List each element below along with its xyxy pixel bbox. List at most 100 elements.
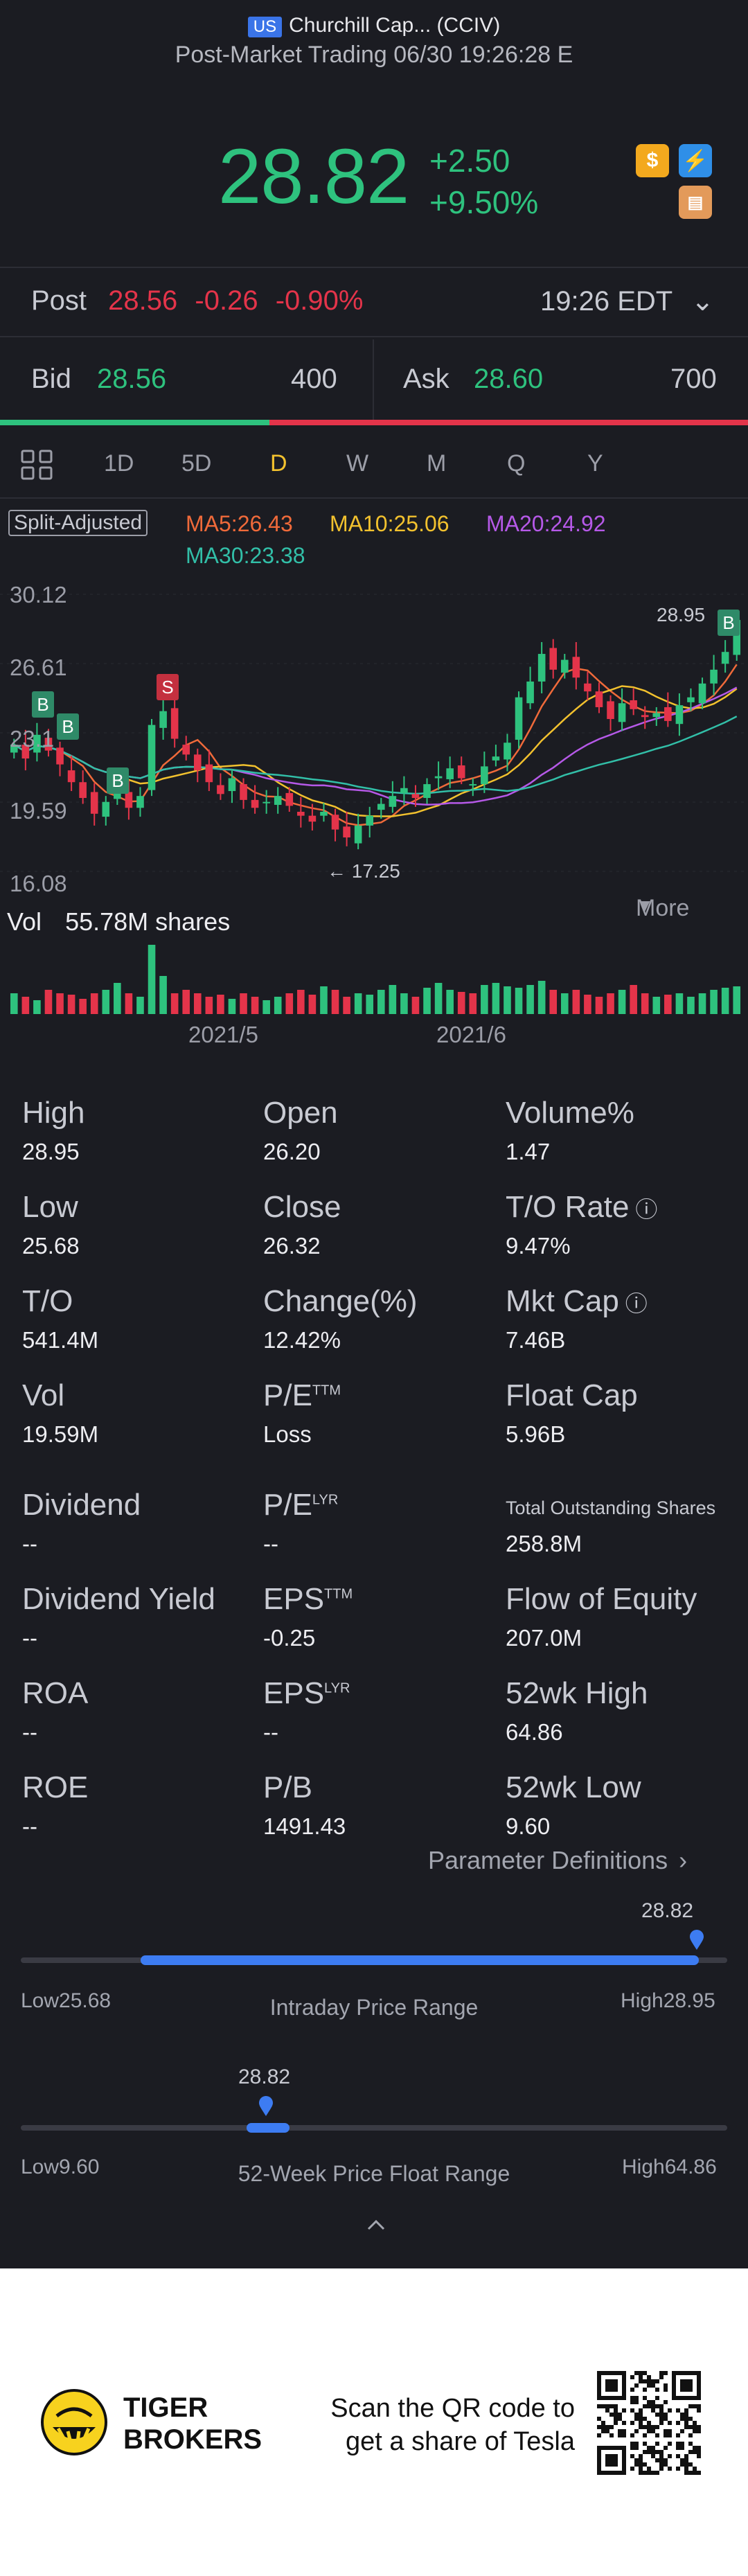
layout-grid-icon[interactable] <box>19 447 55 483</box>
sell-signal-badge[interactable]: S <box>157 674 179 700</box>
qr-module <box>655 2413 659 2417</box>
split-adjusted-toggle[interactable]: Split-Adjusted <box>8 510 148 536</box>
qr-module <box>614 2417 618 2421</box>
dollar-icon[interactable]: $ <box>636 144 669 177</box>
volume-bar <box>618 990 626 1014</box>
post-time-selector[interactable]: 19:26 EDT ⌄ <box>540 285 714 317</box>
qr-module <box>688 2404 693 2408</box>
qr-module <box>647 2467 651 2471</box>
tab-quarterly[interactable]: Q <box>507 450 526 477</box>
volume-bar <box>21 997 30 1014</box>
qr-module <box>688 2425 693 2429</box>
qr-finder-module <box>605 2379 618 2392</box>
lightning-icon[interactable]: ⚡ <box>679 144 712 177</box>
volume-bar <box>584 995 591 1014</box>
qr-module <box>693 2404 697 2408</box>
stat-value: 9.47% <box>506 1233 571 1259</box>
tab-yearly[interactable]: Y <box>587 450 603 477</box>
ma30-line <box>13 716 738 795</box>
buy-signal-badge[interactable]: B <box>32 691 54 718</box>
stat-label: Close <box>263 1190 341 1225</box>
candle-body <box>389 796 397 807</box>
qr-module <box>605 2429 609 2433</box>
qr-module <box>618 2417 622 2421</box>
candlestick-chart[interactable] <box>0 575 748 907</box>
qr-module <box>630 2421 634 2425</box>
stat-label-text: Mkt Cap <box>506 1284 619 1318</box>
qr-module <box>655 2379 659 2383</box>
buy-signal-badge[interactable]: B <box>57 713 79 740</box>
candle-body <box>354 825 362 844</box>
qr-module <box>643 2433 647 2437</box>
stat-label: T/O Rate ⓘ <box>506 1190 657 1225</box>
tab-5d[interactable]: 5D <box>181 450 212 477</box>
qr-module <box>643 2462 647 2467</box>
qr-module <box>697 2454 701 2458</box>
tab-monthly[interactable]: M <box>427 450 447 477</box>
candle-body <box>44 738 53 751</box>
stat-label-text: Low <box>22 1190 78 1224</box>
qr-module <box>668 2467 672 2471</box>
info-icon[interactable]: ⓘ <box>618 1291 648 1316</box>
qr-module <box>655 2433 659 2437</box>
candle-body <box>652 713 661 718</box>
volume-chart[interactable] <box>0 942 748 1015</box>
tab-daily[interactable]: D <box>270 450 287 477</box>
intraday-range-fill <box>141 1955 700 1965</box>
qr-module <box>697 2404 701 2408</box>
qr-module <box>643 2396 647 2400</box>
qr-module <box>676 2467 680 2471</box>
volume-bar <box>228 999 236 1014</box>
volume-bar <box>400 993 408 1014</box>
qr-code[interactable] <box>597 2371 701 2475</box>
stat-label: EPSLYR <box>263 1676 350 1711</box>
volume-bar <box>411 997 420 1014</box>
qr-module <box>614 2413 618 2417</box>
week52-high-label: High <box>622 2156 665 2178</box>
stat-label-text: ROA <box>22 1676 89 1710</box>
stat-label-text: Dividend Yield <box>22 1582 215 1616</box>
week52-range-track <box>21 2123 727 2133</box>
info-icon[interactable]: ⓘ <box>629 1197 658 1222</box>
volume-bar <box>721 988 729 1014</box>
intraday-range-title: Intraday Price Range <box>269 1995 479 2020</box>
parameter-definitions-link[interactable]: Parameter Definitions › <box>428 1846 687 1875</box>
qr-module <box>647 2450 651 2454</box>
candle-body <box>205 764 213 783</box>
qr-module <box>614 2404 618 2408</box>
qr-module <box>659 2421 664 2425</box>
qr-module <box>609 2404 614 2408</box>
divider <box>373 339 374 423</box>
divider <box>0 267 748 268</box>
tab-weekly[interactable]: W <box>346 450 369 477</box>
candle-body <box>79 782 87 799</box>
stat-label-text: P/E <box>263 1378 312 1412</box>
qr-module <box>655 2458 659 2462</box>
qr-module <box>647 2421 651 2425</box>
tab-1d[interactable]: 1D <box>104 450 134 477</box>
bid-price: 28.56 <box>97 364 167 394</box>
qr-module <box>651 2404 655 2408</box>
post-label: Post <box>31 285 87 316</box>
qr-module <box>622 2408 626 2413</box>
candle-body <box>217 785 224 794</box>
qr-module <box>664 2446 668 2450</box>
parameter-definitions-label: Parameter Definitions <box>428 1846 668 1874</box>
buy-signal-badge[interactable]: B <box>107 767 129 794</box>
stat-value: -0.25 <box>263 1625 316 1651</box>
volume-bar <box>607 993 614 1014</box>
caret-down-icon: ▼ <box>636 895 654 916</box>
chevron-up-icon[interactable] <box>366 2217 386 2233</box>
stat-value: 28.95 <box>22 1139 80 1164</box>
document-icon[interactable]: ▤ <box>679 186 712 219</box>
qr-module <box>634 2371 639 2375</box>
candle-body <box>10 745 18 753</box>
stat-value: 541.4M <box>22 1327 99 1353</box>
buy-signal-badge[interactable]: B <box>718 610 740 636</box>
intraday-high-value: 28.95 <box>663 1989 715 2012</box>
qr-module <box>643 2425 647 2429</box>
brand-line-2: BROKERS <box>123 2424 262 2455</box>
qr-module <box>605 2425 609 2429</box>
qr-module <box>697 2450 701 2454</box>
qr-module <box>639 2417 643 2421</box>
